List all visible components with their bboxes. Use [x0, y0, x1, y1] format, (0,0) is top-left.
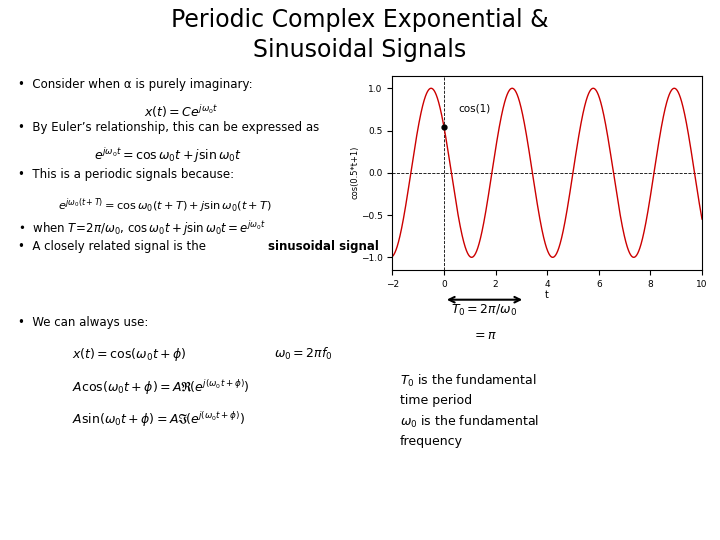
Text: cos(1): cos(1)	[458, 104, 490, 114]
Text: $A\cos(\omega_0 t + \phi) = A\mathfrak{R}\!\left(e^{j(\omega_0 t + \phi)}\right): $A\cos(\omega_0 t + \phi) = A\mathfrak{R…	[72, 378, 250, 397]
Text: sinusoidal signal: sinusoidal signal	[268, 240, 379, 253]
Text: •  when $T\!=\!2\pi/\omega_0$, $\cos\omega_0 t + j\sin\omega_0 t = e^{j\omega_0 : • when $T\!=\!2\pi/\omega_0$, $\cos\omeg…	[18, 219, 266, 238]
Text: •  This is a periodic signals because:: • This is a periodic signals because:	[18, 168, 234, 181]
Text: :: :	[359, 240, 363, 253]
Text: •  A closely related signal is the: • A closely related signal is the	[18, 240, 210, 253]
Text: $T_0 = 2\pi/\omega_0$: $T_0 = 2\pi/\omega_0$	[451, 302, 518, 318]
Text: Periodic Complex Exponential &: Periodic Complex Exponential &	[171, 8, 549, 32]
Text: $A\sin(\omega_0 t + \phi) = A\mathfrak{I}\!\left(e^{j(\omega_0 t + \phi)}\right): $A\sin(\omega_0 t + \phi) = A\mathfrak{I…	[72, 410, 245, 429]
Text: •  By Euler’s relationship, this can be expressed as: • By Euler’s relationship, this can be e…	[18, 122, 319, 134]
Text: $e^{j\omega_0 t} = \cos\omega_0 t + j\sin\omega_0 t$: $e^{j\omega_0 t} = \cos\omega_0 t + j\si…	[94, 146, 242, 165]
Text: $x(t) = Ce^{j\omega_0 t}$: $x(t) = Ce^{j\omega_0 t}$	[144, 103, 218, 119]
Text: Sinusoidal Signals: Sinusoidal Signals	[253, 38, 467, 62]
X-axis label: t: t	[545, 290, 549, 300]
Text: $T_0$ is the fundamental
time period
$\omega_0$ is the fundamental
frequency: $T_0$ is the fundamental time period $\o…	[400, 373, 539, 448]
Text: $= \pi$: $= \pi$	[472, 329, 497, 342]
Text: •  We can always use:: • We can always use:	[18, 316, 148, 329]
Text: $x(t) = \cos(\omega_0 t + \phi)$: $x(t) = \cos(\omega_0 t + \phi)$	[72, 346, 186, 362]
Y-axis label: cos(0.5*t+1): cos(0.5*t+1)	[351, 146, 359, 199]
Text: $e^{j\omega_0(t+T)} = \cos\omega_0(t+T) + j\sin\omega_0(t+T)$: $e^{j\omega_0(t+T)} = \cos\omega_0(t+T) …	[58, 197, 271, 215]
Text: $\omega_0 = 2\pi f_0$: $\omega_0 = 2\pi f_0$	[274, 346, 332, 362]
Text: •  Consider when α is purely imaginary:: • Consider when α is purely imaginary:	[18, 78, 253, 91]
